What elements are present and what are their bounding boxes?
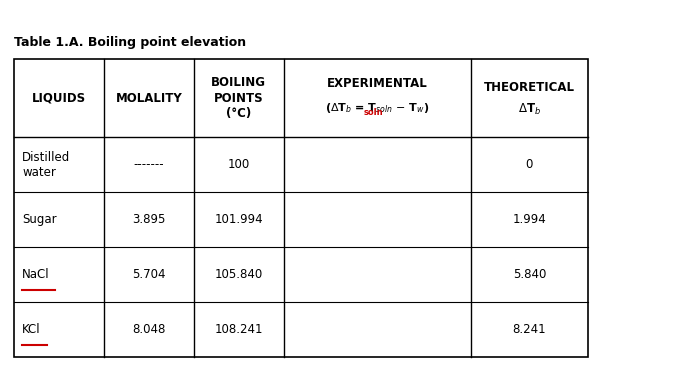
Text: 1.994: 1.994 (513, 213, 546, 226)
Text: LIQUIDS: LIQUIDS (32, 91, 86, 105)
Text: 5.840: 5.840 (513, 268, 546, 281)
Text: BOILING
POINTS
(°C): BOILING POINTS (°C) (211, 76, 266, 120)
Text: 8.048: 8.048 (132, 323, 165, 336)
Text: EXPERIMENTAL: EXPERIMENTAL (327, 76, 428, 90)
Text: NaCl: NaCl (22, 268, 50, 281)
Text: 0: 0 (526, 158, 533, 171)
Text: $\Delta$T$_b$: $\Delta$T$_b$ (518, 102, 541, 116)
Text: Table 1.A. Boiling point elevation: Table 1.A. Boiling point elevation (14, 36, 246, 49)
Text: ($\Delta$T$_b$ = T$_{soln}$ $-$ T$_w$): ($\Delta$T$_b$ = T$_{soln}$ $-$ T$_w$) (325, 101, 429, 115)
Text: 3.895: 3.895 (132, 213, 165, 226)
Text: MOLALITY: MOLALITY (116, 91, 182, 105)
Text: Distilled
water: Distilled water (22, 151, 71, 179)
Text: 105.840: 105.840 (215, 268, 263, 281)
Text: 100: 100 (228, 158, 250, 171)
Text: KCl: KCl (22, 323, 41, 336)
Text: 5.704: 5.704 (132, 268, 165, 281)
Text: THEORETICAL: THEORETICAL (484, 80, 575, 94)
Bar (14, 59, 588, 357)
Text: 101.994: 101.994 (215, 213, 263, 226)
Text: 108.241: 108.241 (215, 323, 263, 336)
Text: soln: soln (364, 108, 383, 116)
Text: -------: ------- (134, 158, 164, 171)
Text: 8.241: 8.241 (513, 323, 546, 336)
Text: Sugar: Sugar (22, 213, 57, 226)
